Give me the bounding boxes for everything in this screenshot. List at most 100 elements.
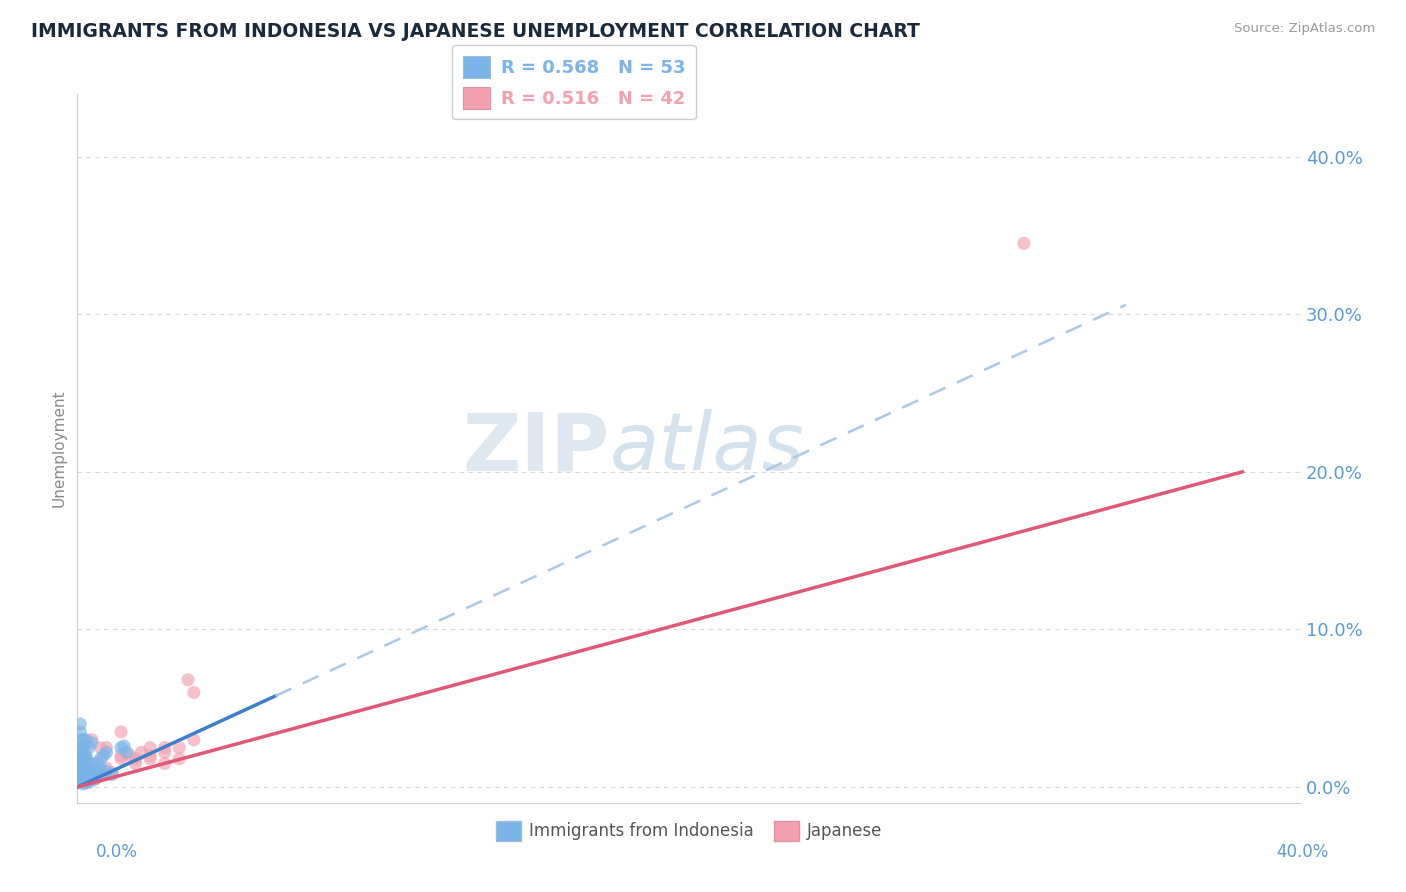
Point: [1012, 236, 1035, 251]
Point: [153, 740, 176, 755]
Point: [131, 745, 153, 759]
Legend: Immigrants from Indonesia, Japanese: Immigrants from Indonesia, Japanese: [489, 814, 889, 847]
Point: [75, 775, 97, 789]
Point: [75, 752, 97, 766]
Point: [69, 761, 91, 775]
Point: [75, 775, 97, 789]
Point: [110, 740, 132, 755]
Point: [72, 756, 94, 771]
Point: [72, 777, 94, 791]
Point: [72, 767, 94, 781]
Point: [75, 761, 97, 775]
Point: [83, 764, 105, 779]
Point: [101, 765, 124, 780]
Point: [72, 740, 94, 755]
Point: [72, 740, 94, 755]
Point: [72, 764, 94, 779]
Point: [69, 745, 91, 759]
Point: [69, 748, 91, 763]
Point: [124, 752, 146, 766]
Point: [80, 736, 103, 750]
Point: [80, 764, 103, 779]
Point: [69, 775, 91, 789]
Point: [112, 739, 135, 753]
Point: [83, 764, 105, 779]
Point: [75, 752, 97, 766]
Point: [69, 740, 91, 755]
Point: [72, 756, 94, 771]
Point: [153, 756, 176, 771]
Point: [72, 772, 94, 787]
Point: [110, 752, 132, 766]
Point: [69, 724, 91, 739]
Point: [75, 773, 97, 788]
Text: Source: ZipAtlas.com: Source: ZipAtlas.com: [1234, 22, 1375, 36]
Point: [75, 767, 97, 781]
Point: [75, 732, 97, 747]
Point: [69, 767, 91, 781]
Point: [110, 748, 132, 763]
Point: [118, 748, 141, 763]
Point: [77, 775, 100, 789]
Point: [139, 740, 162, 755]
Point: [87, 756, 110, 771]
Point: [177, 673, 200, 687]
Point: [69, 764, 91, 779]
Point: [77, 756, 100, 771]
Point: [69, 752, 91, 766]
Y-axis label: Unemployment: Unemployment: [51, 390, 66, 507]
Text: 0.0%: 0.0%: [96, 843, 138, 861]
Point: [115, 745, 138, 759]
Point: [83, 756, 105, 771]
Point: [87, 761, 110, 775]
Point: [96, 761, 118, 775]
Point: [139, 752, 162, 766]
Point: [80, 732, 103, 747]
Point: [72, 772, 94, 787]
Point: [75, 764, 97, 779]
Point: [153, 745, 176, 759]
Text: atlas: atlas: [609, 409, 804, 487]
Point: [69, 717, 91, 731]
Point: [69, 761, 91, 775]
Point: [77, 771, 100, 785]
Text: ZIP: ZIP: [463, 409, 609, 487]
Point: [183, 732, 205, 747]
Point: [69, 748, 91, 763]
Point: [96, 764, 118, 779]
Point: [69, 772, 91, 787]
Point: [87, 767, 110, 781]
Point: [80, 771, 103, 785]
Point: [169, 740, 191, 755]
Point: [69, 769, 91, 783]
Point: [124, 756, 146, 771]
Point: [183, 685, 205, 699]
Point: [83, 772, 105, 787]
Point: [72, 752, 94, 766]
Point: [77, 772, 100, 787]
Point: [77, 740, 100, 755]
Point: [69, 756, 91, 771]
Point: [93, 748, 115, 763]
Point: [72, 767, 94, 781]
Point: [83, 772, 105, 787]
Point: [80, 761, 103, 775]
Point: [110, 724, 132, 739]
Point: [87, 767, 110, 781]
Point: [96, 740, 118, 755]
Point: [69, 732, 91, 747]
Point: [101, 767, 124, 781]
Point: [90, 761, 112, 775]
Point: [72, 748, 94, 763]
Point: [75, 748, 97, 763]
Text: 40.0%: 40.0%: [1277, 843, 1329, 861]
Point: [96, 745, 118, 759]
Point: [139, 748, 162, 763]
Point: [90, 767, 112, 781]
Point: [169, 752, 191, 766]
Point: [96, 767, 118, 781]
Point: [72, 745, 94, 759]
Point: [80, 764, 103, 779]
Point: [90, 740, 112, 755]
Point: [90, 752, 112, 766]
